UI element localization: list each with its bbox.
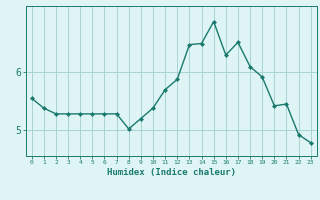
X-axis label: Humidex (Indice chaleur): Humidex (Indice chaleur) [107, 168, 236, 177]
